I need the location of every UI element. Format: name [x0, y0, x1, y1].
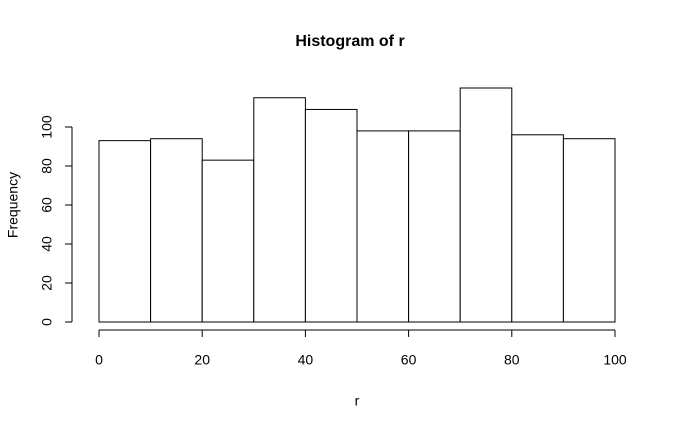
bar: [408, 130, 461, 323]
x-tick-label: 0: [95, 352, 103, 368]
bar: [150, 138, 203, 323]
y-tick-label: 100: [39, 115, 55, 139]
x-tick-label: 100: [603, 352, 627, 368]
x-tick-label: 60: [401, 352, 417, 368]
y-tick-label: 0: [39, 318, 55, 326]
bar: [201, 159, 255, 323]
chart-title: Histogram of r: [295, 33, 404, 50]
x-tick-label: 40: [298, 352, 314, 368]
x-axis-label: r: [355, 393, 360, 409]
bar: [459, 87, 513, 323]
bar: [511, 134, 564, 323]
bar: [304, 108, 358, 323]
y-tick-label: 60: [39, 197, 55, 213]
y-tick-label: 20: [39, 275, 55, 291]
y-axis-label: Frequency: [5, 172, 21, 238]
x-tick-label: 20: [194, 352, 210, 368]
bar: [253, 97, 306, 323]
bar: [562, 138, 616, 323]
x-tick-label: 80: [504, 352, 520, 368]
bar: [356, 130, 410, 323]
y-tick-label: 40: [39, 236, 55, 252]
y-tick-label: 80: [39, 158, 55, 174]
bar: [98, 140, 152, 323]
